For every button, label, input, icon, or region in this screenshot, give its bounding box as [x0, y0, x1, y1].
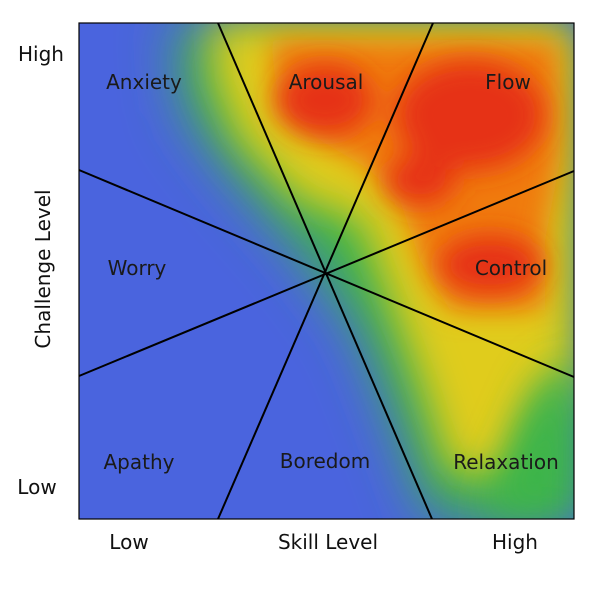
heatmap-green-corner: [480, 360, 574, 519]
y-axis-low-label: Low: [17, 475, 56, 499]
zone-label-flow: Flow: [485, 70, 531, 94]
x-axis-high-label: High: [492, 530, 538, 554]
heatmap-area: [79, 23, 574, 519]
divider-line: [217, 22, 434, 520]
zone-label-worry: Worry: [108, 256, 167, 280]
zone-label-relaxation: Relaxation: [453, 450, 559, 474]
y-axis-title: Challenge Level: [31, 189, 55, 348]
zone-dividers: [78, 22, 575, 520]
zone-label-boredom: Boredom: [280, 449, 370, 473]
zone-label-apathy: Apathy: [104, 450, 175, 474]
heatmap-red-layer: [277, 60, 545, 295]
divider-line: [78, 170, 575, 377]
zone-label-control: Control: [475, 256, 547, 280]
zone-label-arousal: Arousal: [289, 70, 364, 94]
zone-label-anxiety: Anxiety: [106, 70, 182, 94]
x-axis-title: Skill Level: [278, 530, 378, 554]
x-axis-low-label: Low: [109, 530, 148, 554]
y-axis-high-label: High: [18, 42, 64, 66]
plot-border: [78, 22, 575, 520]
